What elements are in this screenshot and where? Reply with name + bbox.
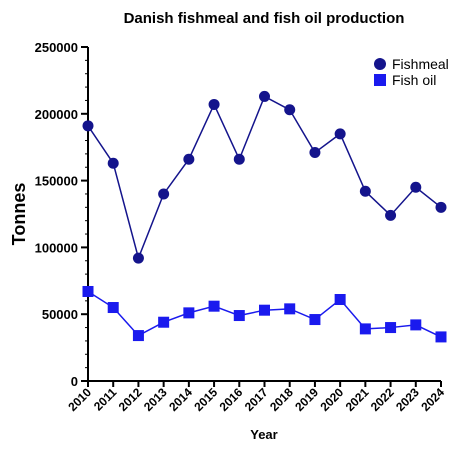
data-point-fish-oil <box>334 294 346 306</box>
data-point-fish-oil <box>410 319 422 331</box>
y-tick-label: 0 <box>71 374 78 389</box>
data-point-fishmeal <box>385 209 397 221</box>
data-point-fishmeal <box>158 188 170 200</box>
x-tick-label: 2022 <box>368 385 397 414</box>
x-tick-label: 2024 <box>418 385 447 414</box>
y-tick-label: 50000 <box>42 307 78 322</box>
data-point-fishmeal <box>435 201 447 213</box>
x-axis-label: Year <box>250 427 277 442</box>
data-point-fish-oil <box>385 322 397 334</box>
legend-marker-fish-oil <box>374 74 386 86</box>
legend-label-fishmeal: Fishmeal <box>392 56 449 72</box>
x-tick-label: 2019 <box>292 385 321 414</box>
x-tick-label: 2016 <box>217 385 246 414</box>
data-point-fishmeal <box>132 252 144 264</box>
axes: 0500001000001500002000002500002010201120… <box>35 40 448 414</box>
y-tick-label: 150000 <box>35 174 78 189</box>
y-axis-label: Tonnes <box>9 183 29 246</box>
x-tick-label: 2011 <box>91 385 120 414</box>
data-point-fishmeal <box>208 98 220 110</box>
y-tick-label: 250000 <box>35 40 78 55</box>
data-point-fish-oil <box>435 331 447 343</box>
legend-label-fish-oil: Fish oil <box>392 72 436 88</box>
x-tick-label: 2010 <box>65 385 94 414</box>
data-point-fishmeal <box>284 104 296 116</box>
data-point-fishmeal <box>334 128 346 140</box>
data-point-fishmeal <box>107 157 119 169</box>
data-point-fishmeal <box>183 153 195 165</box>
chart-title: Danish fishmeal and fish oil production <box>124 10 405 27</box>
x-tick-label: 2017 <box>242 385 271 414</box>
x-tick-label: 2014 <box>166 385 195 414</box>
x-tick-label: 2013 <box>141 385 170 414</box>
data-point-fish-oil <box>309 314 321 326</box>
data-point-fishmeal <box>359 185 371 197</box>
data-point-fish-oil <box>359 323 371 335</box>
x-tick-label: 2023 <box>393 385 422 414</box>
data-point-fish-oil <box>208 300 220 312</box>
x-tick-label: 2015 <box>191 385 220 414</box>
data-point-fish-oil <box>82 285 94 297</box>
data-point-fish-oil <box>259 304 270 316</box>
data-point-fish-oil <box>284 303 296 315</box>
data-point-fishmeal <box>82 120 94 132</box>
plot-area <box>82 90 447 343</box>
x-tick-label: 2021 <box>343 385 372 414</box>
y-tick-label: 200000 <box>35 107 78 122</box>
data-point-fish-oil <box>233 310 245 322</box>
series-line-fishmeal <box>87 95 442 261</box>
data-point-fishmeal <box>233 153 245 165</box>
data-point-fishmeal <box>309 147 321 159</box>
data-point-fish-oil <box>107 302 119 314</box>
x-tick-label: 2020 <box>317 385 346 414</box>
x-tick-label: 2018 <box>267 385 296 414</box>
data-point-fishmeal <box>259 90 270 102</box>
data-point-fish-oil <box>183 307 195 319</box>
legend-marker-fishmeal <box>374 58 386 70</box>
x-tick-label: 2012 <box>116 385 145 414</box>
data-point-fish-oil <box>132 330 144 342</box>
data-point-fishmeal <box>410 181 422 193</box>
y-tick-label: 100000 <box>35 240 78 255</box>
data-point-fish-oil <box>158 316 170 328</box>
